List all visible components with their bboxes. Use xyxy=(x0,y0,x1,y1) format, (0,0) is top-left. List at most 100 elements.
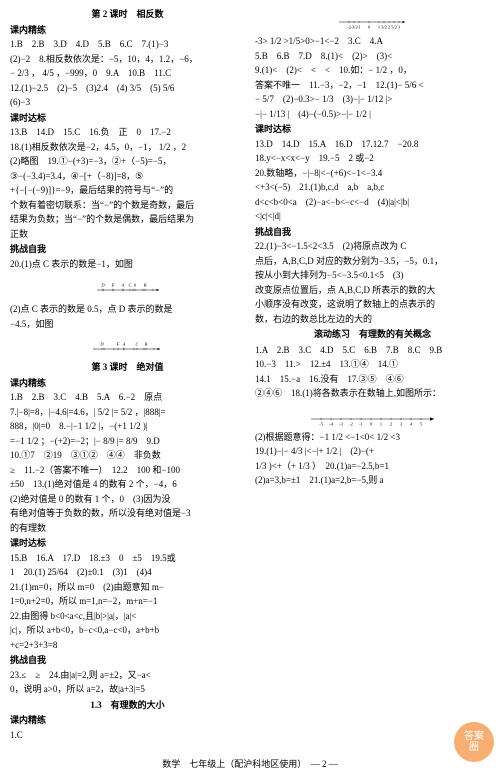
line: −4.5，如图 xyxy=(10,318,245,332)
svg-text:A: A xyxy=(121,342,125,347)
line: 22.(1)−3<−1.5<2<3.5 (2)将原点改为 C xyxy=(255,240,490,254)
svg-text:4: 4 xyxy=(409,421,412,426)
svg-text:C: C xyxy=(135,342,139,347)
svg-text:-3: -3 xyxy=(339,421,343,426)
section-tzzw-1: 挑战自我 xyxy=(10,243,245,257)
svg-text:0: 0 xyxy=(369,421,372,426)
svg-text:2: 2 xyxy=(389,421,391,426)
svg-text:B: B xyxy=(144,342,147,347)
line: 12.(1)−2.5 (2)−5 (3)2.4 (4) 3/5 (5) 5/6 xyxy=(10,82,245,96)
line: 1/3 )<+（+ 1/3 ） 20.(1)a=−2.5,b=1 xyxy=(255,460,490,474)
section-tzzw-r: 挑战自我 xyxy=(10,654,245,668)
line: 18.y<−x<x<−y 19.−5 2 或−2 xyxy=(255,152,490,166)
line: 13.D 14.D 15.A 16.D 17.12.7 −20.8 xyxy=(255,138,490,152)
svg-text:D: D xyxy=(99,342,104,347)
line: ≥ 11.−2（答案不唯一） 12.2 100 和−100 xyxy=(10,464,245,478)
svg-text:3: 3 xyxy=(399,421,402,426)
section-ksdb-3: 课时达标 xyxy=(255,123,490,137)
line: 22.由图得 b<0<a<c,且|b|>|a|，|a|< xyxy=(10,610,245,624)
lesson-title-13: 1.3 有理数的大小 xyxy=(10,699,245,713)
section-knlx-1: 课内精练 xyxy=(10,24,245,38)
line: 9.(1)< (2)< < < 10.如：− 1/2 ，0， xyxy=(255,64,490,78)
rolling-title: 滚动练习 有理数的有关概念 xyxy=(255,328,490,342)
svg-text:0: 0 xyxy=(133,283,136,288)
line: 7.|−8|=8，|−4.6|=4.6，| 5/2 |= 5/2 ，|888|= xyxy=(10,406,245,420)
line: − 2/3 ， 4/5 ，−999，0 9.A 10.B 11.C xyxy=(10,67,245,81)
line: 1.C xyxy=(10,729,245,743)
line: 有绝对值等于负数的数，所以没有绝对值是−3 xyxy=(10,507,245,521)
number-line-3: -2-3/2-1013/225/23 xyxy=(263,6,483,32)
line: ②④⑥ 18.(1)将各数表示在数轴上,如图所示： xyxy=(255,387,490,401)
line: (2)点 C 表示的数是 0.5，点 D 表示的数是 xyxy=(10,303,245,317)
line: (2)略图 19.①−(+3)=−3，②+（−5)=−5， xyxy=(10,155,245,169)
line: 0，说明 a>0，所以 a=2，故|a+3|=5 xyxy=(10,683,245,697)
line: 个数有着密切联系：当“−”的个数是奇数，最后 xyxy=(10,199,245,213)
line: d<c<b<0<a (2)−a<−b<−c<−d (4)|a|<|b| xyxy=(255,196,490,210)
line: 888，|0|=0 8.−|−1 1/2 |，−(+1 1/2 )| xyxy=(10,420,245,434)
line: 18.(1)相反数依次是−2，4.5，0，−1， 1/2 ，2 xyxy=(10,141,245,155)
line: 1 20.(1) 25/64 (2)±0.1 (3)1 (4)4 xyxy=(10,566,245,580)
svg-text:1: 1 xyxy=(377,25,379,30)
line: 1.B 2.B 3.D 4.D 5.B 6.C 7.(1)−3 xyxy=(10,38,245,52)
section-ksdb-1: 课时达标 xyxy=(10,112,245,126)
number-line-2: D EA CB xyxy=(18,334,238,358)
line: |c|，所以 a+b<0，b−c<0,a−c<0，a+b+b xyxy=(10,624,245,638)
line: 20.(1)点 C 表示的数是−1，如图 xyxy=(10,258,245,272)
line: +c=2+3+3=8 xyxy=(10,639,245,653)
line: 20.数轴略，−|−8|<−(+6)<−1<−3.4 xyxy=(255,167,490,181)
number-line-4: -5 -4 -3 -2 -1 0 1 2 3 4 5 xyxy=(263,404,483,428)
line: 23.≤ ≥ 24.由|a|=2,则 a=±2，又−a< xyxy=(10,669,245,683)
line: <+3<(−5) 21.(1)b,c,d a,b a,b,c xyxy=(255,181,490,195)
svg-text:0: 0 xyxy=(367,25,370,30)
svg-text:2: 2 xyxy=(387,25,389,30)
line: -3> 1/2 >1/5>0>−1<−2 3.C 4.A xyxy=(255,35,490,49)
line: − 5/7 (2)−0.3>− 1/3 (3)−|− 1/12 |> xyxy=(255,93,490,107)
line: (6)−3 xyxy=(10,96,245,110)
line: 答案不唯一 11.−3，−2，−1 12.(1)− 5/6 < xyxy=(255,79,490,93)
line: 10.①7 ②19 ③①② ④④ 非负数 xyxy=(10,449,245,463)
svg-text:-2: -2 xyxy=(349,421,353,426)
svg-text:-4: -4 xyxy=(329,421,333,426)
watermark-icon: 答案圈 xyxy=(454,722,494,762)
line: (2)根据题意得：−1 1/2 <−1<0< 1/2 <3 xyxy=(255,431,490,445)
line: 1.A 2.B 3.C 4.D 5.C 6.B 7.B 8.C 9.B xyxy=(255,344,490,358)
line: 正数 xyxy=(10,228,245,242)
line: 14.1 15.−a 16.没有 17.③⑤ ④⑥ xyxy=(255,373,490,387)
line: ③−(−3.4)=3.4，④−[+（−8)]=8，⑤ xyxy=(10,170,245,184)
line: 1=0,n+2=0，所以 m=1,n=−2，m+n=−1 xyxy=(10,595,245,609)
page-footer: 数学 七年级上（配沪科地区使用） — 2 — xyxy=(0,756,500,776)
svg-text:-1: -1 xyxy=(359,421,363,426)
line: 1.B 2.B 3.C 4.B 5.A 6.−2 原点 xyxy=(10,391,245,405)
number-line-1: DEAC0B xyxy=(18,274,238,300)
section-ksdb-2: 课时达标 xyxy=(10,537,245,551)
section-knlx-3: 课内精练 xyxy=(10,714,245,728)
svg-text:-1: -1 xyxy=(357,25,361,30)
svg-text:1: 1 xyxy=(379,421,381,426)
line: <|c|<|d| xyxy=(255,210,490,224)
line: 结果为负数；当“−”的个数是偶数，最后结果为 xyxy=(10,213,245,227)
line: 改变原点位置后，点 A,B,C,D 所表示的数的大 xyxy=(255,284,490,298)
line: 点后，A,B,C,D 对应的数分别为−3.5，−5，0.1， xyxy=(255,255,490,269)
line: ±50 13.(1)绝对值是 4 的数有 2 个，−4，6 xyxy=(10,478,245,492)
line: 10.−3 11.> 12.±4 13.①④ 14.① xyxy=(255,358,490,372)
line: 5.B 6.B 7.D 8.(1)< (2)> (3)< xyxy=(255,50,490,64)
svg-text:5/2: 5/2 xyxy=(391,25,397,30)
line: +{−[−(−9)]}=−9，最后结果的符号与“−”的 xyxy=(10,184,245,198)
svg-text:5: 5 xyxy=(419,421,422,426)
line: 21.(1)m=0，所以 m=0 (2)由题意知 m− xyxy=(10,581,245,595)
section-tzzw-3: 挑战自我 xyxy=(255,226,490,240)
svg-text:C: C xyxy=(128,283,132,288)
svg-text:E: E xyxy=(115,342,119,347)
line: 按从小到大排列为−5<−3.5<0.1<5 (3) xyxy=(255,269,490,283)
line: (2)a=3,b=±1 21.(1)a=2,b=−5,则 a xyxy=(255,474,490,488)
line: −|− 1/13 | (4)−(−0.5)>−|− 1/2 | xyxy=(255,108,490,122)
line: 数，右边的数总比左边的大的 xyxy=(255,313,490,327)
svg-text:3: 3 xyxy=(397,25,400,30)
svg-text:3/2: 3/2 xyxy=(381,25,387,30)
svg-text:-5: -5 xyxy=(319,421,323,426)
lesson-title-3: 第 3 课时 绝对值 xyxy=(10,361,245,375)
line: (2)−2 8.相反数依次是：−5，10，4，1.2，−6， xyxy=(10,53,245,67)
svg-text:D: D xyxy=(100,283,105,288)
svg-text:B: B xyxy=(143,283,146,288)
line: 小顺序没有改变，这说明了数轴上的点表示的 xyxy=(255,298,490,312)
